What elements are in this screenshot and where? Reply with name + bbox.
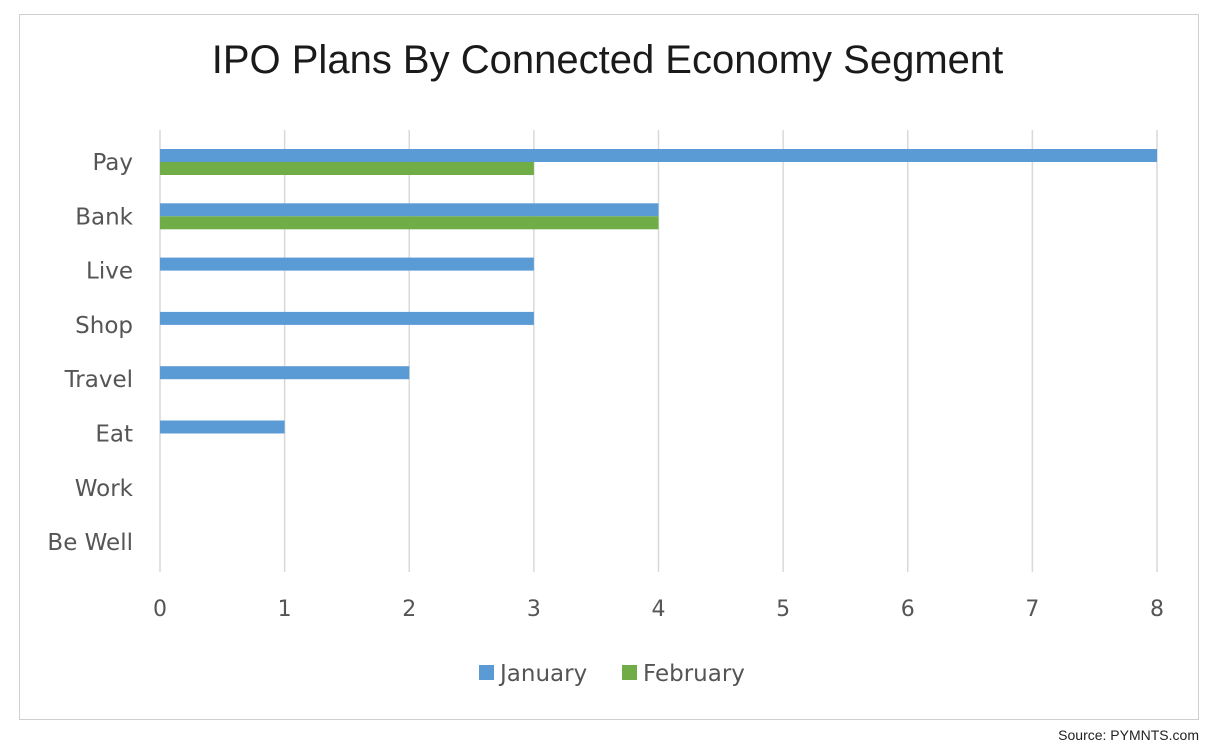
category-label: Work [75,476,134,502]
category-label: Live [86,259,133,285]
x-tick-label: 1 [278,597,292,622]
x-tick-label: 6 [901,597,915,622]
x-tick-label: 4 [652,597,666,622]
x-tick-labels: 0 1 2 3 4 5 6 7 8 [153,597,1164,622]
category-label: Bank [75,204,133,230]
legend-swatch-january [479,665,494,680]
category-label: Be Well [47,530,133,556]
source-note: Source: PYMNTS.com [1058,727,1199,743]
bar-january-live [160,257,534,271]
category-label: Pay [92,150,133,176]
chart-title: IPO Plans By Connected Economy Segment [211,38,1004,82]
gridlines [159,130,1158,572]
x-tick-label: 2 [402,597,416,622]
category-label: Eat [95,422,133,448]
bar-january-shop [160,311,534,325]
legend-swatch-february [622,665,637,680]
x-tick-label: 0 [153,597,167,622]
x-tick-label: 7 [1025,597,1039,622]
x-tick-label: 5 [776,597,790,622]
legend: January February [479,661,745,687]
x-tick-label: 3 [527,597,541,622]
category-labels: Pay Bank Live Shop Travel Eat Work Be Well [47,150,133,556]
legend-label-february: February [643,661,745,687]
bar-january-travel [160,366,410,380]
bar-january-eat [160,420,285,434]
category-label: Travel [64,367,133,393]
bars [160,149,1157,434]
category-label: Shop [75,313,133,339]
x-tick-label: 8 [1150,597,1164,622]
bar-february-bank [160,216,659,230]
legend-label-january: January [498,661,587,687]
bar-january-bank [160,203,659,217]
bar-february-pay [160,162,534,175]
bar-january-pay [160,149,1157,162]
